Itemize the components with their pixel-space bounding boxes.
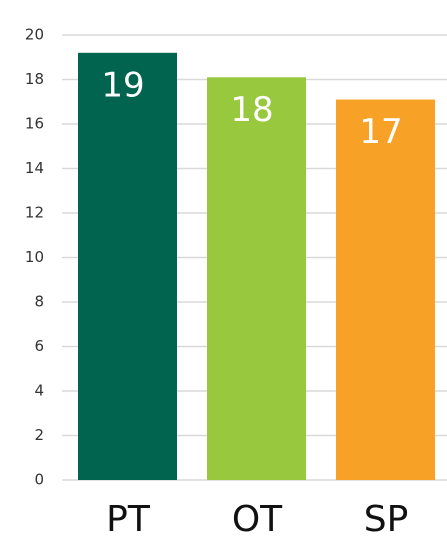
x-tick-label: OT bbox=[232, 499, 283, 540]
x-tick-label: PT bbox=[106, 499, 151, 540]
value-label: 18 bbox=[230, 90, 273, 130]
y-tick-label: 2 bbox=[34, 426, 44, 444]
value-label: 17 bbox=[359, 112, 402, 152]
x-tick-label: SP bbox=[364, 499, 409, 540]
y-tick-label: 8 bbox=[34, 293, 44, 311]
bar bbox=[336, 99, 435, 481]
y-tick-label: 18 bbox=[25, 70, 44, 88]
y-tick-label: 6 bbox=[34, 337, 44, 355]
y-tick-label: 20 bbox=[25, 26, 44, 44]
y-tick-label: 10 bbox=[25, 248, 44, 266]
bar bbox=[207, 77, 306, 481]
y-tick-label: 12 bbox=[25, 204, 44, 222]
bar bbox=[78, 52, 177, 481]
y-tick-label: 4 bbox=[34, 382, 44, 400]
y-tick-label: 0 bbox=[34, 471, 44, 489]
y-tick-label: 14 bbox=[25, 159, 44, 177]
value-label: 19 bbox=[101, 65, 144, 105]
y-tick-label: 16 bbox=[25, 115, 44, 133]
